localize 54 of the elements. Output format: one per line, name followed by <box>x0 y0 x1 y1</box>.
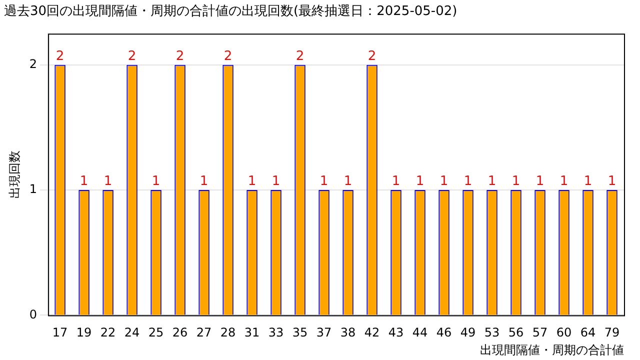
data-label: 1 <box>272 174 280 189</box>
x-tick-label: 44 <box>412 326 428 340</box>
data-label: 1 <box>512 174 520 189</box>
data-label: 1 <box>152 174 160 189</box>
data-label: 2 <box>296 48 304 64</box>
x-tick-label: 27 <box>196 326 212 340</box>
x-tick-label: 19 <box>76 326 92 340</box>
x-tick-label: 38 <box>340 326 356 340</box>
y-axis-title: 出現回数 <box>7 150 22 198</box>
data-label: 1 <box>80 174 88 189</box>
x-tick-label: 26 <box>172 326 188 340</box>
data-label: 1 <box>608 174 616 189</box>
data-label: 1 <box>344 174 352 189</box>
data-label: 2 <box>224 48 232 64</box>
data-label: 2 <box>176 48 184 64</box>
data-label: 1 <box>200 174 208 189</box>
data-label: 2 <box>368 48 376 64</box>
data-label: 1 <box>440 174 448 189</box>
data-label: 1 <box>584 174 592 189</box>
x-tick-label: 56 <box>508 326 524 340</box>
x-tick-label: 33 <box>268 326 284 340</box>
x-tick-label: 31 <box>244 326 260 340</box>
y-tick-label: 1 <box>29 182 38 196</box>
x-tick-label: 28 <box>220 326 236 340</box>
x-tick-label: 17 <box>52 326 68 340</box>
data-label: 1 <box>248 174 256 189</box>
x-tick-label: 25 <box>148 326 164 340</box>
data-label: 2 <box>128 48 136 64</box>
x-tick-label: 35 <box>292 326 308 340</box>
data-label: 1 <box>560 174 568 189</box>
data-label: 1 <box>416 174 424 189</box>
y-tick-label: 0 <box>29 307 38 322</box>
x-tick-label: 49 <box>460 326 476 340</box>
x-tick-label: 24 <box>124 326 140 340</box>
data-label: 1 <box>536 174 544 189</box>
x-tick-label: 60 <box>556 326 572 340</box>
x-tick-label: 57 <box>532 326 548 340</box>
x-tick-label: 46 <box>436 326 452 340</box>
x-tick-label: 42 <box>364 326 380 340</box>
x-tick-label: 43 <box>388 326 404 340</box>
data-label: 1 <box>392 174 400 189</box>
x-tick-label: 37 <box>316 326 332 340</box>
x-tick-label: 22 <box>100 326 116 340</box>
x-tick-label: 79 <box>604 326 620 340</box>
data-label: 1 <box>464 174 472 189</box>
data-label: 1 <box>320 174 328 189</box>
chart-title: 過去30回の出現間隔値・周期の合計値の出現回数(最終抽選日：2025-05-02) <box>4 4 458 20</box>
x-tick-label: 64 <box>580 326 596 340</box>
data-label: 2 <box>56 48 64 64</box>
x-tick-label: 53 <box>484 326 500 340</box>
y-tick-label: 2 <box>29 57 38 72</box>
data-label: 1 <box>488 174 496 189</box>
data-label: 1 <box>104 174 112 189</box>
x-axis-title: 出現間隔値・周期の合計値 <box>480 342 624 357</box>
